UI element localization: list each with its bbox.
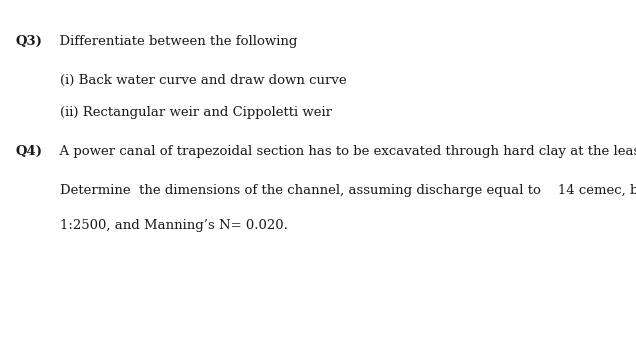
Text: Differentiate between the following: Differentiate between the following (51, 35, 297, 48)
Text: 1:2500, and Manning’s N= 0.020.: 1:2500, and Manning’s N= 0.020. (60, 219, 288, 233)
Text: A power canal of trapezoidal section has to be excavated through hard clay at th: A power canal of trapezoidal section has… (51, 145, 636, 158)
Text: Determine  the dimensions of the channel, assuming discharge equal to    14 ceme: Determine the dimensions of the channel,… (60, 184, 636, 197)
Text: Q3): Q3) (16, 35, 43, 48)
Text: Q4): Q4) (16, 145, 43, 158)
Text: (i) Back water curve and draw down curve: (i) Back water curve and draw down curve (60, 74, 347, 87)
Text: (ii) Rectangular weir and Cippoletti weir: (ii) Rectangular weir and Cippoletti wei… (60, 106, 333, 119)
